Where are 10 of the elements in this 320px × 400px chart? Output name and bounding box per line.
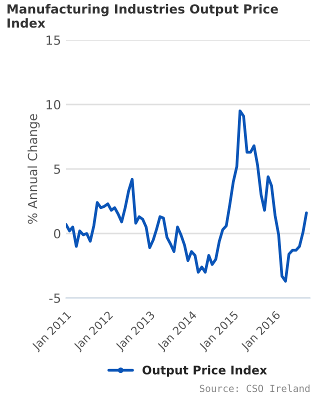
y-tick-label: 5 — [54, 164, 60, 174]
legend-label: Output Price Index — [142, 365, 267, 377]
y-tick-label: 0 — [54, 228, 60, 238]
y-tick-label: -5 — [49, 294, 60, 303]
y-tick-label: 15 — [46, 36, 60, 45]
y-axis-title: % Annual Change — [28, 114, 40, 224]
source-note: Source: CSO Ireland — [200, 384, 310, 392]
chart-title: Manufacturing Industries Output Price Index — [8, 4, 278, 28]
y-tick-label: 10 — [46, 100, 60, 110]
line-series — [66, 110, 308, 283]
